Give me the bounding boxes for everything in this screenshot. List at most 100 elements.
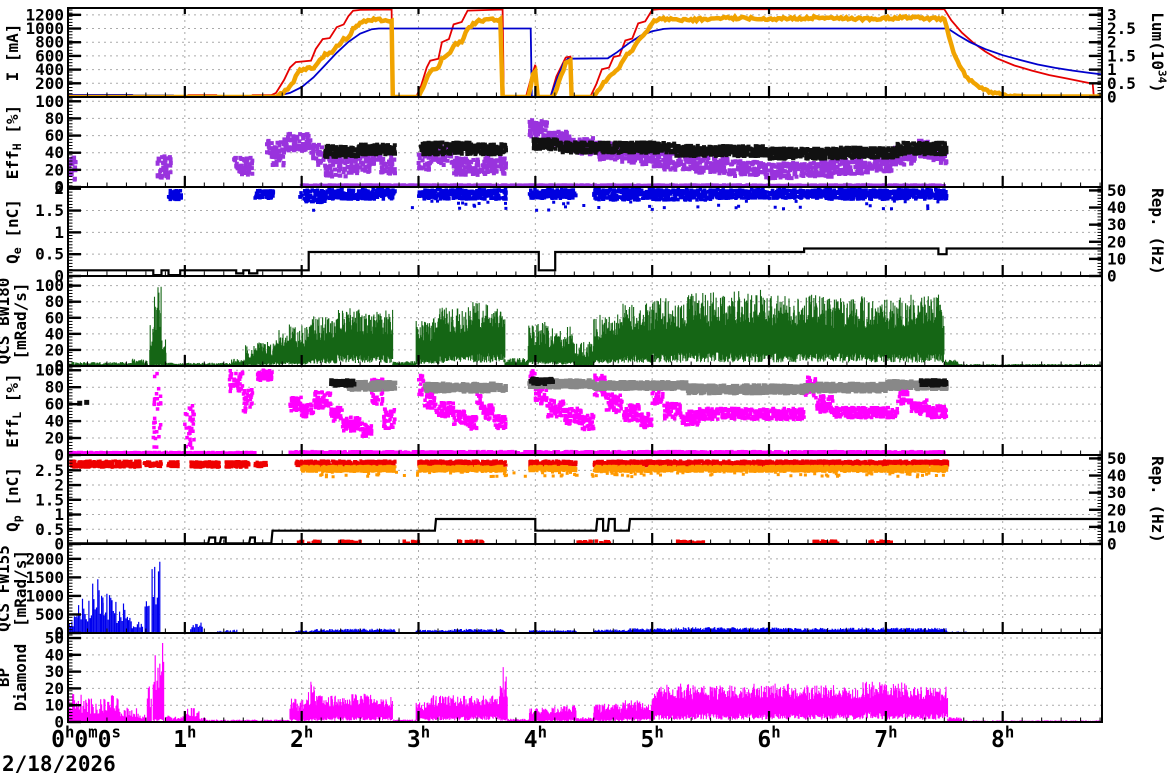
- svg-text:BP: BP: [0, 668, 13, 687]
- svg-text:2h: 2h: [290, 722, 313, 753]
- svg-text:60: 60: [45, 308, 64, 327]
- svg-text:0: 0: [54, 267, 64, 286]
- gridlines: [68, 455, 1102, 544]
- svg-text:60: 60: [45, 395, 64, 414]
- svg-text:8h: 8h: [991, 722, 1014, 753]
- svg-text:I [mA]: I [mA]: [3, 24, 22, 82]
- svg-text:2: 2: [54, 179, 64, 198]
- svg-text:40: 40: [1107, 466, 1126, 485]
- svg-text:0: 0: [1107, 88, 1117, 107]
- svg-text:2.5: 2.5: [1107, 19, 1136, 38]
- svg-text:100: 100: [35, 361, 64, 380]
- svg-text:6h: 6h: [757, 722, 780, 753]
- svg-text:Lum(1034): Lum(1034): [1148, 12, 1169, 93]
- svg-text:20: 20: [45, 429, 64, 448]
- svg-text:Diamond: Diamond: [11, 644, 30, 711]
- svg-text:30: 30: [1107, 215, 1126, 234]
- date-label: 2/18/2026: [2, 752, 116, 776]
- gridlines: [68, 187, 1102, 276]
- series-positron-charge-2: [300, 464, 949, 473]
- axis-ticks: [68, 456, 1102, 546]
- svg-text:1h: 1h: [173, 722, 196, 753]
- series-ler-efficiency-average: [346, 378, 949, 396]
- panel-frame: [67, 275, 1103, 367]
- svg-text:Rep. (Hz): Rep. (Hz): [1148, 456, 1167, 543]
- series-layer: [68, 187, 1102, 276]
- svg-text:600: 600: [35, 46, 64, 65]
- svg-text:0: 0: [54, 446, 64, 465]
- svg-text:100: 100: [35, 276, 64, 295]
- series-layer: [68, 8, 1102, 97]
- svg-text:40: 40: [45, 143, 64, 162]
- svg-text:50: 50: [1107, 181, 1126, 200]
- series-positron-charge-outliers: [319, 470, 945, 479]
- svg-text:0: 0: [54, 535, 64, 554]
- svg-text:EffL [%]: EffL [%]: [3, 373, 24, 447]
- svg-text:80: 80: [45, 292, 64, 311]
- svg-text:0: 0: [54, 357, 64, 376]
- svg-text:1000: 1000: [25, 586, 64, 605]
- svg-text:1200: 1200: [25, 5, 64, 24]
- svg-text:0: 0: [1107, 267, 1117, 286]
- x-axis: 0h0m0s 1h 2h 3h 4h 5h 6h 7h 8h: [51, 722, 1014, 753]
- svg-text:1: 1: [1107, 60, 1117, 79]
- svg-text:30: 30: [1107, 483, 1126, 502]
- svg-text:3: 3: [1107, 5, 1117, 24]
- series-qcs-bw180-loss-rate: [68, 286, 1102, 366]
- svg-text:1.5: 1.5: [35, 201, 64, 220]
- series-luminosity: [68, 13, 1102, 97]
- svg-text:[mRad/s]: [mRad/s]: [11, 550, 30, 627]
- svg-text:20: 20: [1107, 500, 1126, 519]
- gridlines: [68, 544, 1102, 633]
- svg-text:7h: 7h: [874, 722, 897, 753]
- svg-text:20: 20: [45, 160, 64, 179]
- svg-text:5h: 5h: [641, 722, 664, 753]
- panel-frame: [67, 632, 1103, 723]
- series-e+-repetition-rate: [68, 517, 1102, 544]
- svg-text:400: 400: [35, 60, 64, 79]
- series-layer: [68, 459, 1102, 544]
- svg-text:40: 40: [45, 412, 64, 431]
- series-qcs-fw155-spikes: [68, 561, 238, 633]
- panel-frame: [67, 543, 1103, 634]
- svg-text:0: 0: [1107, 535, 1117, 554]
- axis-ticks: [68, 634, 1101, 724]
- svg-text:QCS FW155: QCS FW155: [0, 545, 13, 632]
- svg-text:Qe [nC]: Qe [nC]: [3, 199, 24, 264]
- svg-text:3h: 3h: [407, 722, 430, 753]
- svg-text:50: 50: [45, 629, 64, 648]
- svg-text:40: 40: [45, 645, 64, 664]
- svg-text:0.5: 0.5: [35, 245, 64, 264]
- svg-text:2: 2: [54, 476, 64, 495]
- svg-text:Rep. (Hz): Rep. (Hz): [1148, 188, 1167, 275]
- series-bp-diamond-early-spikes: [68, 643, 208, 722]
- svg-text:0h0m0s: 0h0m0s: [51, 722, 121, 753]
- svg-text:10: 10: [45, 696, 64, 715]
- series-ler-current: [68, 27, 1102, 97]
- panel-frame: [67, 186, 1103, 277]
- svg-text:0: 0: [54, 178, 64, 197]
- svg-text:4h: 4h: [524, 722, 547, 753]
- svg-text:0: 0: [54, 624, 64, 643]
- svg-text:QCS BW180: QCS BW180: [0, 278, 13, 365]
- series-layer: [68, 286, 1102, 366]
- svg-text:40: 40: [1107, 198, 1126, 217]
- svg-text:0.5: 0.5: [1107, 74, 1136, 93]
- svg-text:1.5: 1.5: [1107, 46, 1136, 65]
- svg-text:1: 1: [54, 223, 64, 242]
- svg-text:20: 20: [45, 340, 64, 359]
- svg-text:40: 40: [45, 324, 64, 343]
- series-bp-diamond-dose-rate: [207, 667, 1102, 722]
- svg-text:1.5: 1.5: [35, 490, 64, 509]
- svg-text:100: 100: [35, 92, 64, 111]
